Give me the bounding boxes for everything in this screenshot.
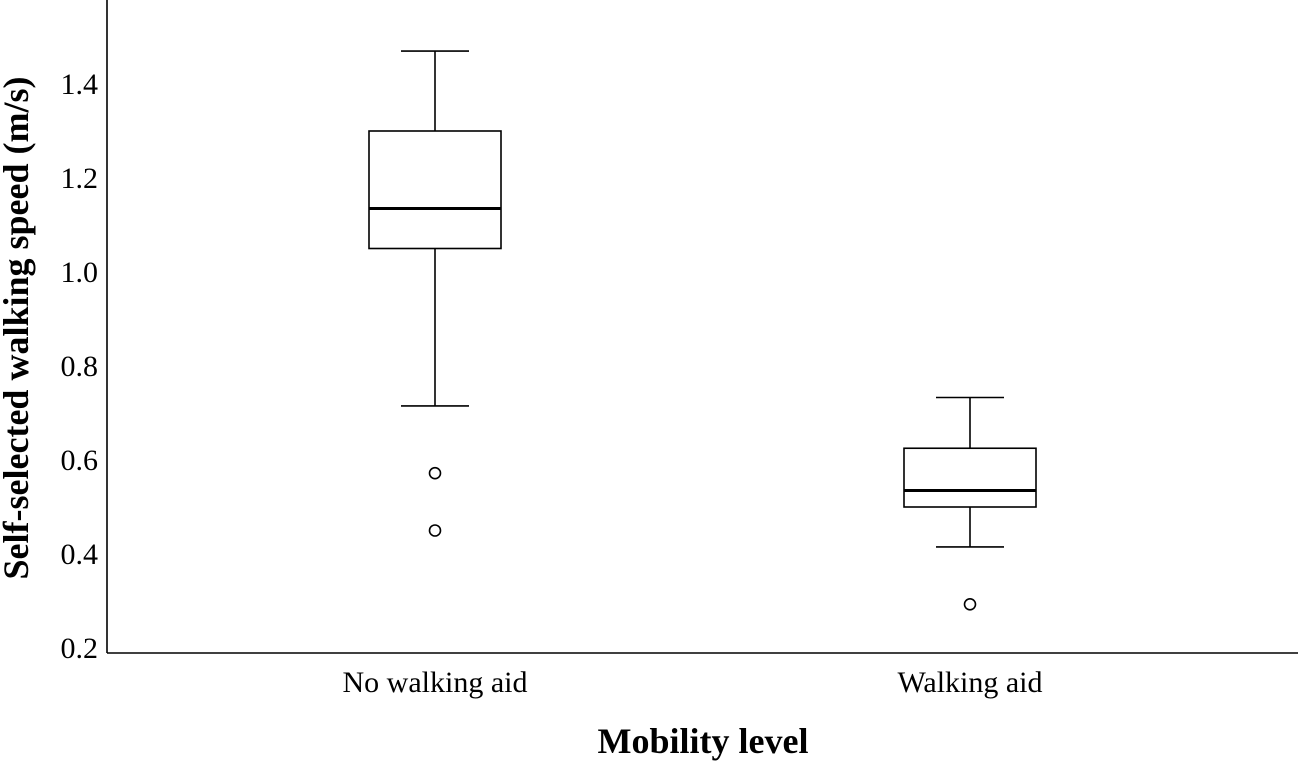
- y-axis-title: Self-selected walking speed (m/s): [0, 77, 36, 580]
- y-tick-label: 1.0: [61, 256, 99, 289]
- y-tick-label: 0.8: [61, 350, 99, 383]
- x-tick-label: Walking aid: [897, 666, 1042, 699]
- y-tick-label: 0.2: [61, 632, 99, 665]
- outlier-point: [428, 524, 442, 537]
- box-group: [368, 50, 502, 537]
- x-axis-title: Mobility level: [598, 721, 809, 761]
- outlier-point: [428, 466, 442, 480]
- outlier-point: [963, 597, 977, 611]
- y-axis: 0.2 0.4 0.6 0.8 1.0 1.2 1.4: [61, 0, 108, 665]
- y-tick-label: 0.6: [61, 444, 99, 477]
- x-tick-label: No walking aid: [343, 666, 528, 699]
- iqr-box: [903, 447, 1037, 508]
- y-tick-label: 0.4: [61, 538, 99, 571]
- boxes: [368, 50, 1037, 611]
- y-tick-label: 1.2: [61, 162, 99, 195]
- y-tick-label: 1.4: [61, 68, 99, 101]
- iqr-box: [368, 130, 502, 250]
- x-axis: No walking aid Walking aid: [107, 652, 1298, 699]
- box-group: [903, 396, 1037, 611]
